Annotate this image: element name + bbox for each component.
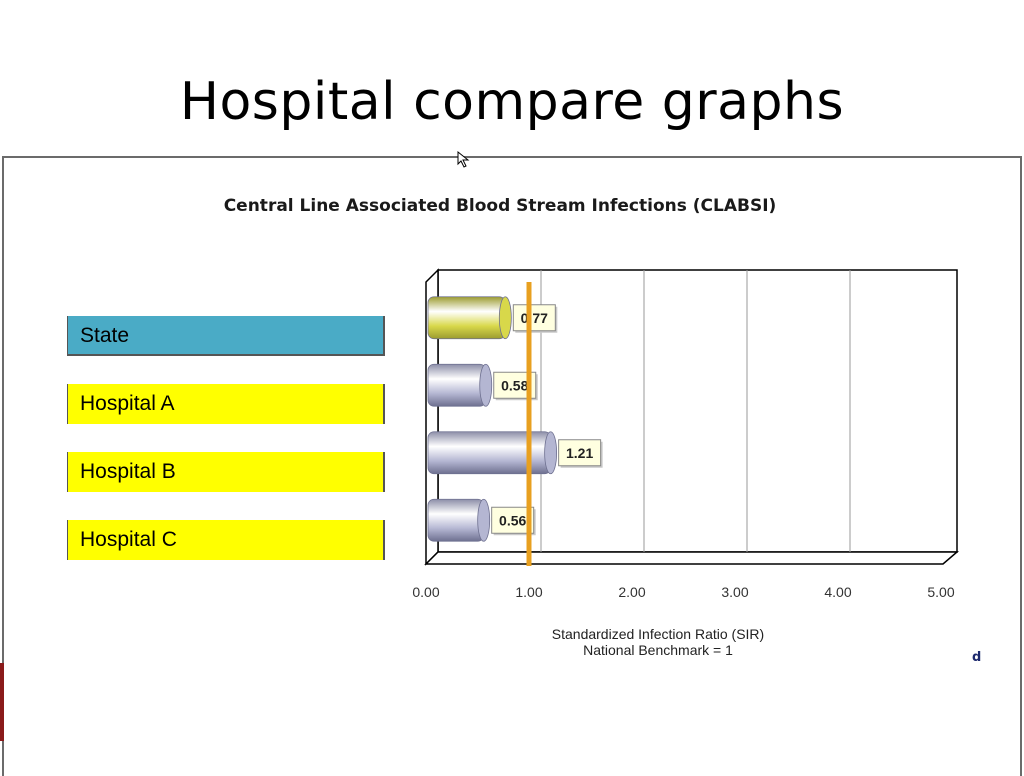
bar — [427, 431, 552, 475]
legend-item-hospital-b: Hospital B — [67, 452, 385, 492]
x-tick-label: 2.00 — [618, 584, 645, 600]
bar-end-cap — [479, 363, 493, 407]
x-axis-title: Standardized Infection Ratio (SIR) Natio… — [478, 626, 838, 658]
slide-title: Hospital compare graphs — [179, 72, 845, 132]
legend-label: Hospital C — [80, 528, 177, 551]
bar — [427, 296, 506, 340]
legend-item-hospital-a: Hospital A — [67, 384, 385, 424]
value-label: 0.56 — [499, 512, 526, 528]
legend-label: State — [80, 324, 130, 347]
value-label-box — [512, 304, 556, 332]
legend-label: Hospital B — [80, 460, 176, 483]
benchmark-note: National Benchmark = 1 — [583, 642, 733, 658]
chart-title: Central Line Associated Blood Stream Inf… — [223, 196, 777, 216]
bar-end-cap — [498, 296, 512, 340]
legend-item-hospital-c: Hospital C — [67, 520, 385, 560]
x-tick-label: 1.00 — [515, 584, 542, 600]
x-tick-label: 0.00 — [412, 584, 439, 600]
x-tick-label: 5.00 — [927, 584, 954, 600]
left-accent-bar — [0, 663, 4, 741]
value-label: 0.58 — [501, 377, 528, 393]
x-tick-label: 3.00 — [721, 584, 748, 600]
value-label-box — [558, 439, 602, 467]
value-label: 1.21 — [566, 445, 593, 461]
legend-label: Hospital A — [80, 392, 175, 415]
bar — [427, 498, 485, 542]
bar-end-cap — [544, 431, 558, 475]
bar — [427, 363, 487, 407]
plot-floor — [424, 551, 960, 565]
value-label: 0.77 — [521, 310, 548, 326]
x-tick-label: 4.00 — [824, 584, 851, 600]
bar-end-cap — [477, 498, 491, 542]
corner-mark: d — [972, 650, 982, 665]
legend-item-state: State — [67, 316, 385, 356]
mouse-cursor-icon — [457, 150, 470, 168]
x-axis-label: Standardized Infection Ratio (SIR) — [551, 626, 765, 642]
